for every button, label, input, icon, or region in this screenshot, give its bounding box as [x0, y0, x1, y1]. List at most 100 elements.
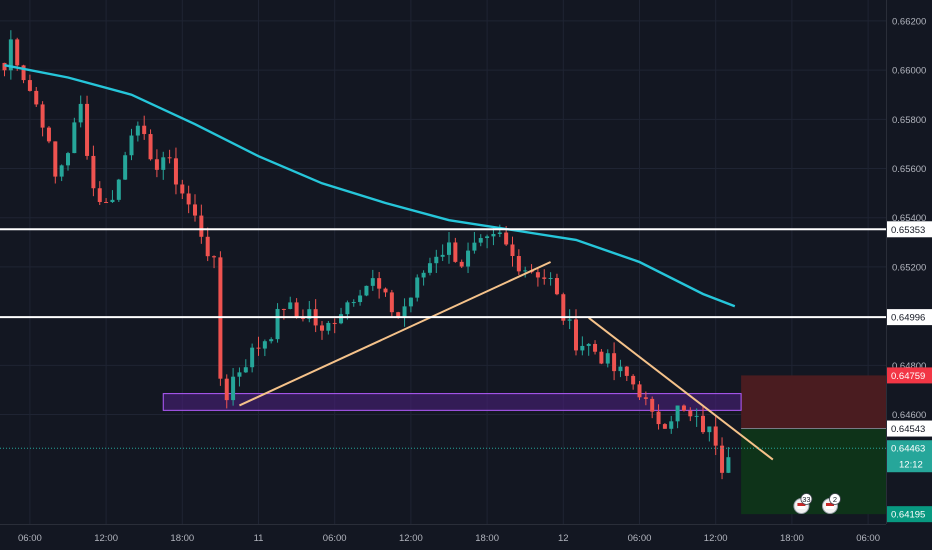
- price-tick-label: 0.66200: [892, 16, 926, 27]
- candle-body: [199, 215, 204, 237]
- candle-body: [129, 135, 134, 156]
- event-count-label: 33: [802, 495, 810, 504]
- candle-body: [720, 445, 725, 473]
- candle-body: [40, 104, 45, 128]
- candle-body: [154, 159, 159, 170]
- candle-body: [21, 65, 26, 81]
- candle-body: [66, 153, 70, 166]
- candle-body: [97, 188, 102, 203]
- candle-body: [707, 426, 712, 433]
- candle-body: [453, 242, 458, 262]
- take-profit-zone[interactable]: [741, 428, 886, 515]
- candle-body: [408, 297, 413, 307]
- candle-body: [205, 236, 210, 257]
- event-badges-layer[interactable]: 33 2: [793, 493, 841, 514]
- candle-body: [554, 278, 559, 295]
- candle-body: [110, 199, 115, 203]
- candle-body: [173, 158, 178, 185]
- candle-body: [275, 308, 280, 340]
- entry-price-tag: [887, 420, 932, 437]
- target-price-tag: [887, 506, 932, 523]
- candle-body: [434, 256, 439, 264]
- trendline[interactable]: [588, 317, 774, 461]
- stop-price-tag: [887, 367, 932, 384]
- candle-body: [688, 410, 693, 417]
- candle-body: [478, 238, 483, 243]
- stop-loss-zone[interactable]: [741, 375, 886, 429]
- candle-body: [402, 306, 407, 318]
- candle-body: [440, 254, 445, 257]
- event-count-badge: [829, 493, 841, 505]
- candle-body: [167, 157, 172, 159]
- price-tick-label: 0.64800: [892, 361, 926, 372]
- candle-body: [326, 322, 331, 331]
- flag-stripe: [797, 506, 806, 509]
- candles-layer: [2, 30, 731, 480]
- candle-body: [618, 366, 623, 372]
- candle-body: [46, 127, 51, 142]
- zones-layer: [162, 375, 886, 515]
- candle-body: [516, 256, 521, 272]
- candle-body: [294, 302, 299, 317]
- candle-body: [161, 157, 166, 170]
- candle-body: [726, 457, 731, 473]
- current-price-tag: [887, 440, 932, 473]
- candle-body: [193, 204, 197, 216]
- moving-average-line: [4, 64, 736, 308]
- trendlines-layer[interactable]: [239, 261, 774, 461]
- candle-body: [535, 272, 540, 278]
- candle-body: [681, 405, 686, 411]
- candle-body: [624, 366, 629, 376]
- candle-body: [262, 341, 267, 349]
- candle-body: [389, 292, 394, 313]
- trendline[interactable]: [239, 261, 552, 407]
- candle-body: [485, 236, 490, 239]
- candle-body: [466, 250, 471, 267]
- price-tick-label: 0.65200: [892, 262, 926, 273]
- candle-body: [523, 270, 528, 272]
- candle-body: [567, 319, 572, 321]
- candle-body: [599, 351, 604, 364]
- candle-body: [370, 278, 375, 286]
- candle-body: [8, 39, 13, 71]
- candle-body: [377, 278, 382, 289]
- candle-body: [332, 322, 337, 324]
- candle-body: [281, 308, 286, 310]
- candle-body: [224, 378, 229, 401]
- time-tick-label: 06:00: [628, 533, 652, 544]
- candle-body: [231, 376, 236, 401]
- candle-body: [78, 103, 83, 123]
- horizontal-level-tag: [887, 221, 932, 238]
- candle-body: [612, 353, 617, 372]
- candle-body: [351, 302, 356, 304]
- candle-body: [421, 272, 426, 278]
- candle-body: [491, 233, 496, 237]
- candle-body: [148, 134, 153, 160]
- time-tick-label: 18:00: [170, 533, 194, 544]
- time-tick-label: 11: [254, 533, 264, 544]
- support-zone-rectangle[interactable]: [162, 393, 742, 411]
- price-tick-label: 0.65800: [892, 115, 926, 126]
- candle-body: [142, 125, 147, 135]
- entry-price-label: 0.64543: [891, 424, 925, 435]
- event-count-badge: [800, 493, 813, 505]
- candle-body: [542, 277, 547, 279]
- candle-body: [669, 421, 674, 429]
- time-tick-label: 12:00: [399, 533, 423, 544]
- candle-body: [497, 232, 502, 234]
- candle-body: [53, 141, 58, 177]
- horizontal-lines-layer[interactable]: [0, 228, 886, 319]
- candle-body: [650, 398, 655, 412]
- candle-body: [72, 122, 77, 154]
- candle-body: [637, 384, 642, 398]
- time-axis[interactable]: 06:00 12:00 18:00 11 06:00 12:00 18:00 12 06:00 1…: [0, 524, 932, 545]
- time-tick-label: 06:00: [323, 533, 347, 544]
- candle-body: [631, 375, 636, 385]
- candle-body: [320, 325, 324, 331]
- candle-body: [447, 242, 451, 255]
- price-axis[interactable]: 0.66200 0.66000 0.65800 0.65600 0.65400 0.652…: [886, 0, 927, 524]
- price-tick-label: 0.66000: [892, 66, 926, 77]
- horizontal-level-label: 0.65353: [891, 225, 925, 236]
- candle-body: [364, 285, 369, 296]
